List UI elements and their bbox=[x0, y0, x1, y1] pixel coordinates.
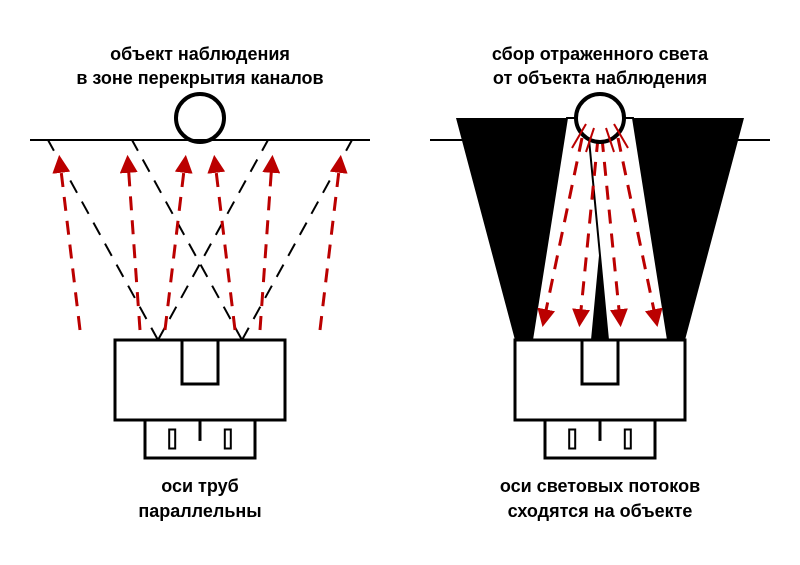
cone-edge bbox=[158, 140, 268, 340]
emit-arrow bbox=[165, 162, 185, 330]
left-bottom-label: оси труб параллельны bbox=[20, 474, 380, 523]
right-diagram-panel: сбор отраженного света от объекта наблюд… bbox=[420, 0, 780, 565]
cone-edge bbox=[48, 140, 158, 340]
observation-object bbox=[576, 94, 624, 142]
right-bottom-label: оси световых потоков сходятся на объекте bbox=[420, 474, 780, 523]
emit-arrow bbox=[128, 162, 140, 330]
emit-arrow bbox=[260, 162, 272, 330]
left-diagram-panel: объект наблюдения в зоне перекрытия кана… bbox=[20, 0, 380, 565]
emit-arrow bbox=[215, 162, 235, 330]
cone-edge bbox=[132, 140, 242, 340]
emit-arrow bbox=[320, 162, 340, 330]
emit-arrow bbox=[60, 162, 80, 330]
cone-edge bbox=[242, 140, 352, 340]
observation-object bbox=[176, 94, 224, 142]
